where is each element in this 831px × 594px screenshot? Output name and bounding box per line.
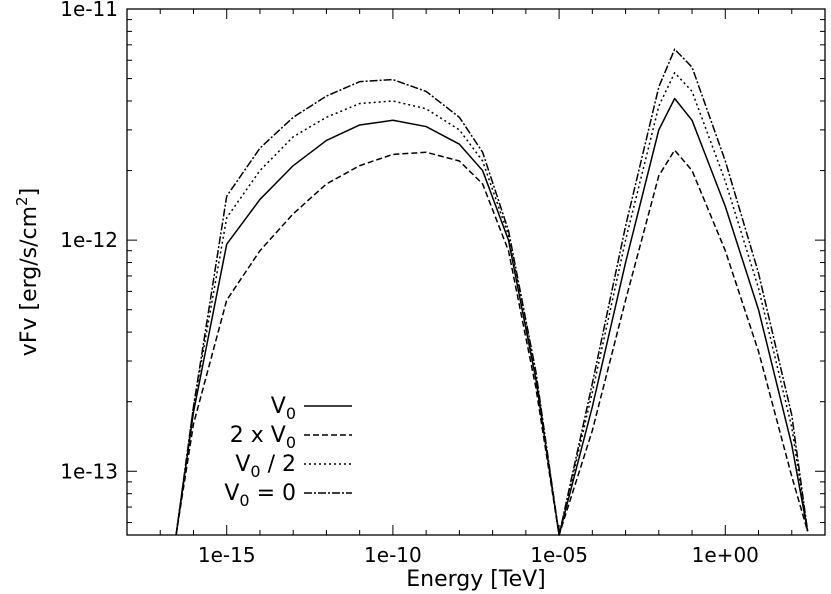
- series-layer: [175, 48, 809, 536]
- y-tick-label: 1e-11: [60, 0, 118, 21]
- legend-label: V0 = 0: [224, 481, 296, 510]
- x-tick-label: 1e-10: [364, 543, 422, 567]
- y-axis-title: vFv [erg/s/cm2]: [13, 188, 42, 356]
- x-axis-title: Energy [TeV]: [406, 567, 545, 592]
- x-tick-label: 1e-15: [198, 543, 256, 567]
- legend-label: V0: [271, 394, 296, 423]
- x-tick-label: 1e-05: [530, 543, 588, 567]
- plot-frame: [126, 8, 826, 536]
- series-line-4: [175, 48, 809, 536]
- ticks-layer: 1e-15 1e-10 1e-05 1e+00 1e-11 1e-12 1e-13: [60, 0, 826, 567]
- x-tick-label: 1e+00: [692, 543, 759, 567]
- series-line-1: [175, 97, 809, 536]
- legend-label: V0 / 2: [235, 452, 296, 481]
- y-tick-label: 1e-12: [60, 228, 118, 252]
- series-line-2: [175, 149, 809, 536]
- legend-label: 2 x V0: [230, 423, 296, 452]
- y-tick-label: 1e-13: [60, 459, 118, 483]
- series-line-3: [175, 71, 809, 536]
